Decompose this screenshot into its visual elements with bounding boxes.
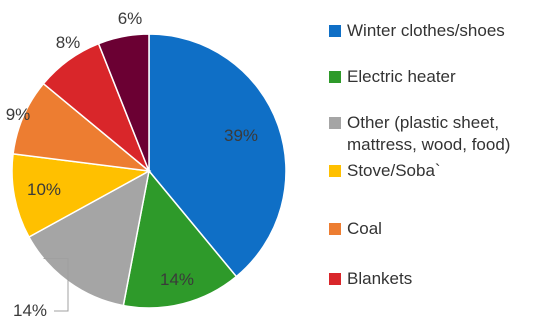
pie-value-label-3: 10% [27,180,61,199]
legend-label-5: Blankets [347,269,413,288]
legend-swatch-2 [329,117,341,129]
legend-swatch-5 [329,273,341,285]
legend-item-4: Coal [329,218,382,240]
legend-label-2: Other (plastic sheet, mattress, wood, fo… [347,113,511,154]
pie-slice-6 [97,33,150,172]
pie-slice-0 [148,33,287,278]
leader-line [43,257,69,312]
legend-label-3: Stove/Soba` [347,161,441,180]
legend-item-1: Electric heater [329,66,456,88]
legend-item-2: Other (plastic sheet, mattress, wood, fo… [329,112,510,156]
legend-label-4: Coal [347,219,382,238]
legend-swatch-0 [329,25,341,37]
pie-value-label-1: 14% [160,270,194,289]
pie-slices [11,33,287,309]
legend-label-1: Electric heater [347,67,456,86]
pie-labels: 39% 14% 14% 10% 9% 8% 6% [6,9,258,320]
pie-value-label-5: 8% [56,33,81,52]
legend-swatch-3 [329,165,341,177]
legend-swatch-4 [329,223,341,235]
legend-item-5: Blankets [329,268,412,290]
pie-slice-2 [27,169,151,307]
legend-label-0: Winter clothes/shoes [347,21,505,40]
legend-swatch-1 [329,71,341,83]
legend: Winter clothes/shoes Electric heater Other… [329,0,549,322]
pie-value-label-2: 14% [13,301,47,320]
pie-slice-1 [122,169,238,309]
legend-item-0: Winter clothes/shoes [329,20,505,42]
pie-slice-3 [11,152,152,239]
pie-chart: 39% 14% 14% 10% 9% 8% 6% [6,9,287,320]
legend-item-3: Stove/Soba` [329,160,441,182]
pie-value-label-6: 6% [118,9,143,28]
pie-value-label-0: 39% [224,126,258,145]
pie-value-label-4: 9% [6,105,31,124]
